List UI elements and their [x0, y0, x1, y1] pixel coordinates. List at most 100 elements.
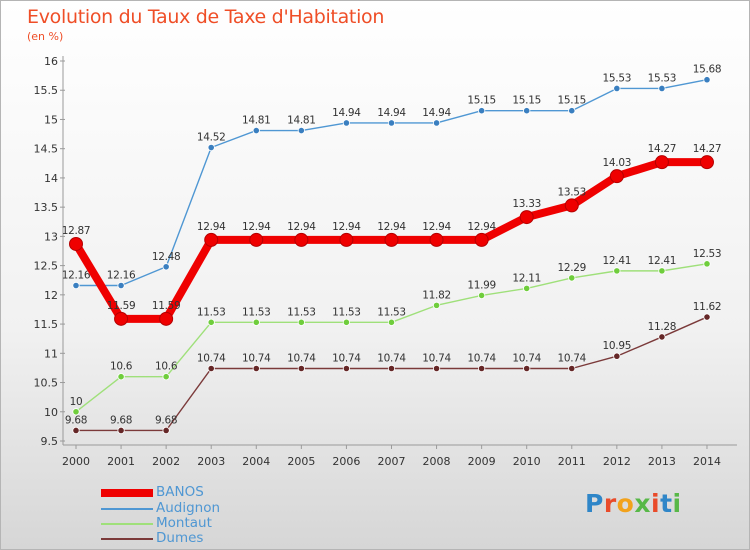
data-label-audignon: 12.48: [152, 251, 181, 263]
data-label-audignon: 12.16: [62, 269, 91, 281]
data-label-montaut: 10.6: [110, 361, 133, 373]
data-label-dumes: 10.95: [603, 340, 632, 352]
y-tick-label: 13: [44, 230, 58, 243]
data-label-montaut: 12.29: [557, 262, 586, 274]
data-label-audignon: 15.15: [467, 95, 496, 107]
data-label-dumes: 10.74: [242, 353, 271, 365]
data-point-audignon: [523, 107, 531, 115]
data-point-banos: [159, 311, 174, 326]
data-label-dumes: 10.74: [512, 353, 541, 365]
legend-item-dumes: Dumes: [101, 530, 301, 547]
data-point-banos: [519, 210, 534, 225]
logo-letter: P: [585, 489, 604, 518]
data-label-audignon: 15.53: [603, 72, 632, 84]
x-tick-label: 2001: [107, 455, 135, 468]
series-line-dumes: [75, 316, 708, 432]
data-label-banos: 14.27: [693, 143, 722, 155]
legend-swatch-dumes: [101, 538, 153, 540]
legend-item-banos: BANOS: [101, 484, 301, 501]
data-label-banos: 12.94: [242, 221, 271, 233]
data-label-dumes: 10.74: [557, 353, 586, 365]
data-point-audignon: [478, 107, 486, 115]
data-point-audignon: [613, 84, 621, 93]
data-point-dumes: [568, 364, 576, 373]
y-tick-label: 13.5: [34, 201, 59, 214]
data-point-banos: [114, 311, 129, 326]
y-tick-label: 10: [44, 406, 58, 419]
data-label-montaut: 12.11: [512, 272, 541, 284]
data-point-banos: [69, 236, 83, 251]
data-label-banos: 11.59: [107, 300, 136, 312]
data-label-dumes: 9.68: [155, 414, 177, 426]
logo-letter: i: [672, 489, 682, 518]
x-tick-label: 2009: [468, 455, 496, 468]
data-label-banos: 12.94: [377, 221, 406, 233]
data-label-dumes: 11.28: [648, 321, 677, 333]
data-point-dumes: [703, 313, 711, 321]
data-point-banos: [609, 169, 624, 184]
data-point-dumes: [342, 364, 351, 373]
data-label-audignon: 15.15: [557, 95, 586, 107]
data-label-audignon: 14.94: [332, 107, 361, 119]
y-tick-label: 12.5: [34, 260, 59, 273]
y-tick-label: 11: [44, 347, 58, 360]
data-point-dumes: [387, 364, 396, 373]
x-tick-label: 2013: [648, 455, 676, 468]
data-point-audignon: [297, 126, 305, 135]
data-label-dumes: 9.68: [65, 414, 87, 426]
data-label-banos: 12.94: [287, 221, 316, 233]
data-label-audignon: 15.15: [512, 95, 541, 107]
data-point-montaut: [432, 301, 441, 309]
data-label-dumes: 10.74: [422, 353, 451, 365]
data-label-dumes: 9.68: [110, 414, 132, 426]
data-point-montaut: [72, 408, 80, 416]
y-tick-label: 12: [44, 289, 58, 302]
data-point-dumes: [207, 364, 215, 373]
y-tick-label: 11.5: [34, 318, 59, 331]
y-tick-label: 15.5: [34, 84, 59, 97]
data-point-banos: [429, 232, 444, 247]
y-tick-label: 16: [44, 55, 58, 68]
data-label-banos: 13.33: [512, 198, 541, 210]
data-label-montaut: 11.53: [332, 306, 361, 318]
data-point-banos: [699, 155, 714, 170]
data-label-dumes: 10.74: [377, 353, 406, 365]
data-label-montaut: 10: [70, 396, 83, 408]
x-tick-label: 2010: [513, 455, 541, 468]
x-tick-label: 2012: [603, 455, 631, 468]
data-point-audignon: [162, 263, 170, 271]
x-tick-label: 2014: [693, 455, 721, 468]
data-point-banos: [204, 232, 219, 247]
data-point-audignon: [207, 143, 215, 152]
data-label-banos: 11.59: [152, 300, 181, 312]
data-point-banos: [654, 155, 669, 170]
x-tick-label: 2005: [287, 455, 315, 468]
data-label-audignon: 14.94: [377, 107, 406, 119]
logo-letter: r: [603, 489, 617, 518]
data-label-montaut: 12.41: [648, 255, 677, 267]
y-tick-label: 9.5: [41, 435, 59, 448]
data-point-dumes: [432, 364, 441, 373]
data-point-montaut: [387, 318, 396, 326]
logo-letter: o: [616, 489, 635, 518]
data-label-montaut: 11.53: [377, 306, 406, 318]
data-point-montaut: [658, 267, 666, 275]
data-point-montaut: [117, 373, 125, 381]
x-tick-label: 2006: [332, 455, 360, 468]
data-label-dumes: 10.74: [332, 353, 361, 365]
legend-label-audignon: Audignon: [156, 500, 221, 516]
logo-letter: i: [651, 489, 661, 518]
data-point-dumes: [613, 352, 621, 360]
data-point-banos: [339, 232, 354, 247]
x-tick-label: 2004: [242, 455, 270, 468]
data-point-montaut: [207, 318, 215, 326]
logo-letter: t: [660, 489, 673, 518]
data-label-audignon: 14.81: [287, 115, 316, 127]
data-point-audignon: [568, 107, 576, 115]
x-tick-label: 2008: [423, 455, 451, 468]
data-label-montaut: 11.82: [422, 289, 451, 301]
data-point-montaut: [252, 318, 260, 326]
data-point-dumes: [162, 426, 170, 435]
